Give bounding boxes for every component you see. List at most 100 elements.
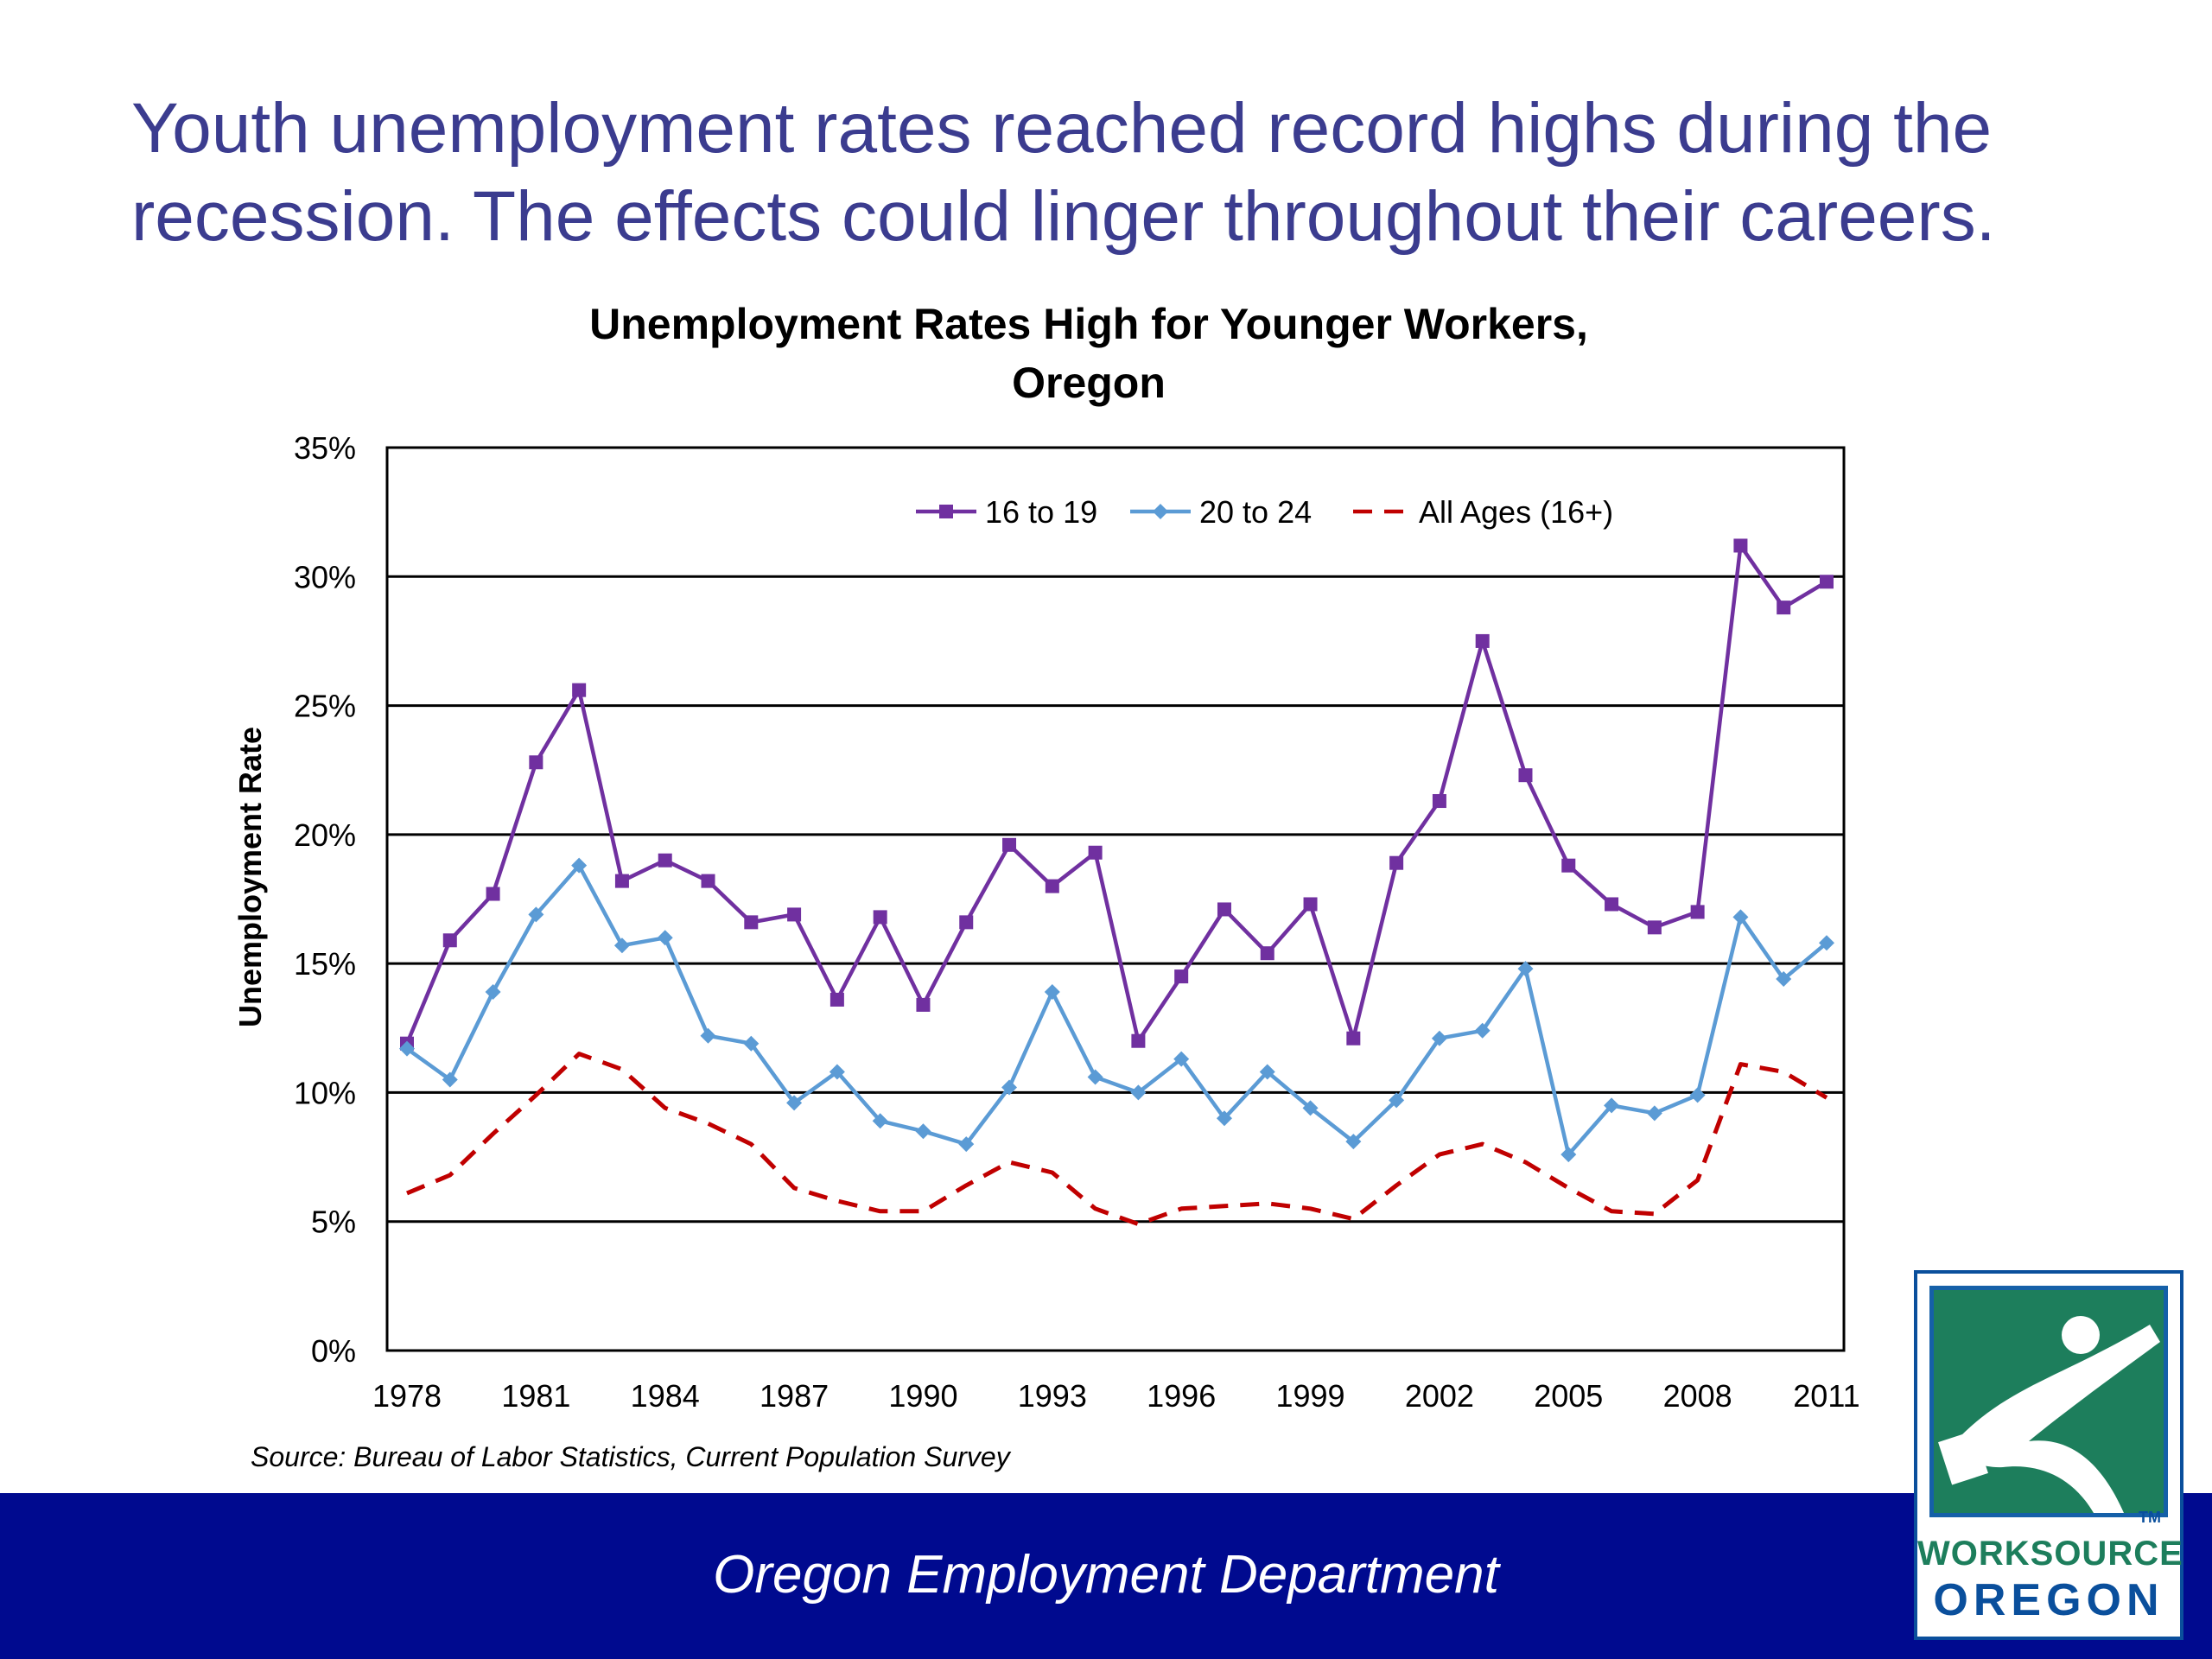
series-line-2 [406, 1052, 1828, 1227]
data-point [1303, 897, 1318, 912]
data-point [485, 983, 501, 1000]
data-point [1389, 1092, 1405, 1109]
data-point [486, 887, 500, 901]
data-point [1431, 1030, 1447, 1046]
runner-emblem-icon [1929, 1286, 2168, 1517]
series-line-1 [405, 863, 1828, 1157]
data-point [786, 1095, 803, 1111]
data-point [613, 938, 630, 954]
footer-organization-name: Oregon Employment Department [713, 1545, 1499, 1605]
data-point [399, 1040, 415, 1057]
y-tick-label: 20% [294, 817, 356, 853]
slide-headline: Youth unemployment rates reached record … [131, 89, 1996, 256]
data-point [743, 1035, 760, 1052]
series-lines [399, 538, 1834, 1227]
data-point [1173, 1051, 1190, 1067]
x-tick-label: 2008 [1663, 1378, 1732, 1414]
data-point [1605, 897, 1619, 912]
worksource-oregon-logo: TM WORKSOURCE OREGON [1914, 1270, 2183, 1640]
grid-lines [387, 575, 1844, 1224]
data-point [1044, 983, 1060, 1000]
data-point [1216, 1110, 1232, 1127]
logo-wordmark-oregon: OREGON [1933, 1575, 2164, 1625]
data-point [1259, 1064, 1275, 1080]
x-tick-label: 1981 [501, 1378, 570, 1414]
data-point [571, 857, 588, 874]
data-point [1776, 971, 1792, 988]
line-chart: Unemployment Rates High for Younger Work… [232, 300, 1860, 1472]
data-point [915, 1123, 931, 1140]
data-point [1732, 909, 1749, 925]
y-tick-label: 35% [294, 430, 356, 466]
data-point [1689, 1087, 1706, 1103]
data-point [1646, 1105, 1662, 1122]
data-point [572, 683, 587, 697]
data-point [1561, 858, 1576, 873]
data-point [1690, 905, 1705, 919]
source-note: Source: Bureau of Labor Statistics, Curr… [251, 1441, 1012, 1472]
data-point [1345, 1134, 1362, 1150]
data-point [528, 906, 544, 923]
data-point [1217, 902, 1231, 917]
data-point [1560, 1147, 1577, 1163]
data-point [873, 910, 887, 925]
data-point [959, 915, 974, 930]
data-point [787, 907, 802, 922]
data-point [958, 1136, 975, 1153]
y-tick-label: 5% [311, 1205, 356, 1240]
data-point [1174, 969, 1189, 984]
data-point [830, 992, 844, 1007]
data-point [442, 1071, 458, 1088]
legend-label: 16 to 19 [985, 494, 1097, 530]
data-point [1001, 1079, 1018, 1096]
data-point [529, 755, 543, 770]
legend-marker [1153, 504, 1168, 519]
data-point [700, 1027, 716, 1044]
data-point [442, 933, 457, 948]
data-point [701, 874, 715, 888]
y-tick-label: 10% [294, 1075, 356, 1110]
data-point [1475, 633, 1490, 648]
data-point [1733, 538, 1748, 553]
data-point [1302, 1100, 1319, 1116]
x-tick-label: 2002 [1405, 1378, 1474, 1414]
data-point [657, 930, 673, 946]
data-point [1604, 1097, 1620, 1114]
y-tick-label: 15% [294, 946, 356, 982]
legend: 16 to 19 20 to 24 All Ages (16+) [916, 494, 1613, 530]
data-point [1002, 837, 1017, 852]
data-point [1045, 879, 1059, 893]
data-point [1517, 961, 1534, 977]
y-tick-label: 25% [294, 689, 356, 724]
data-point [829, 1064, 845, 1080]
x-tick-label: 1996 [1147, 1378, 1216, 1414]
x-tick-label: 2005 [1534, 1378, 1603, 1414]
x-tick-label: 1987 [760, 1378, 829, 1414]
x-tick-label: 1984 [631, 1378, 700, 1414]
data-point [1474, 1022, 1491, 1039]
logo-trademark: TM [2139, 1509, 2161, 1526]
data-point [1820, 575, 1834, 589]
data-point [1087, 1069, 1103, 1085]
data-point [658, 853, 672, 868]
plot-area-border [385, 446, 1846, 1352]
data-point [1432, 794, 1446, 809]
data-point [1819, 935, 1834, 951]
data-point [744, 915, 759, 930]
footer-band: Oregon Employment Department [0, 1493, 2212, 1659]
legend-label: 20 to 24 [1199, 494, 1312, 530]
chart-title-line-1: Unemployment Rates High for Younger Work… [589, 300, 1588, 348]
data-point [916, 997, 931, 1012]
x-tick-label: 1993 [1018, 1378, 1087, 1414]
x-tick-label: 2011 [1793, 1378, 1859, 1414]
legend-label: All Ages (16+) [1419, 494, 1613, 530]
data-point [1260, 946, 1274, 961]
data-point [1389, 855, 1404, 870]
y-axis-label: Unemployment Rate [232, 727, 268, 1027]
data-point [1777, 601, 1791, 615]
data-point [1346, 1031, 1361, 1046]
chart-title-line-2: Oregon [1012, 359, 1166, 407]
y-tick-label: 0% [311, 1333, 356, 1369]
legend-marker [939, 505, 953, 518]
data-point [872, 1113, 888, 1129]
